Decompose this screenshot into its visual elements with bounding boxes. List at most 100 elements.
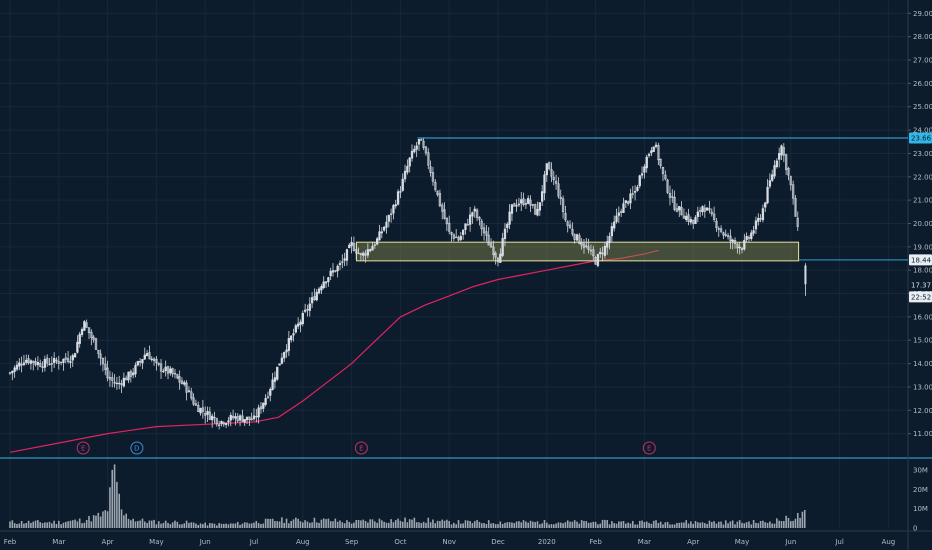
volume-bar [748, 521, 750, 528]
volume-tick-label: 30M [913, 466, 928, 474]
candle-body [785, 154, 788, 170]
volume-bar [99, 516, 102, 528]
volume-bar [801, 511, 804, 528]
price-tick-label: 20.00 [913, 220, 932, 228]
volume-bar [664, 522, 667, 528]
volume-bar [192, 522, 195, 528]
volume-bar [11, 520, 14, 528]
volume-bar [613, 523, 615, 528]
volume-bar [171, 522, 174, 528]
volume-bar [692, 523, 694, 528]
volume-bar [525, 521, 527, 528]
candle-body [643, 166, 646, 173]
volume-bar [85, 519, 88, 528]
volume-bar [260, 523, 262, 528]
candle-body [413, 148, 416, 153]
candle-body [473, 208, 476, 212]
volume-bar [776, 518, 778, 528]
candle-body [150, 358, 153, 361]
candle-body [387, 215, 390, 222]
volume-bar [504, 522, 506, 528]
volume-bar [90, 521, 93, 528]
candle-body [36, 362, 40, 366]
candle-body [34, 361, 37, 365]
candle-body [499, 253, 502, 263]
candle-body [699, 210, 702, 212]
candle-body [513, 203, 516, 207]
volume-axis[interactable]: 30M 20M 10M 0 [913, 466, 928, 532]
event-marker-label: D [134, 445, 139, 453]
time-tick-label: Feb [4, 538, 17, 546]
volume-bar [648, 522, 650, 528]
candle-body [448, 222, 451, 232]
volume-bar [211, 523, 213, 528]
candle-body [452, 234, 455, 239]
candle-body [664, 174, 667, 180]
volume-bar [629, 523, 632, 528]
candle-body [15, 364, 19, 370]
candle-body [145, 353, 149, 357]
candle-body [50, 363, 53, 365]
volume-bar [580, 520, 583, 528]
volume-bar [466, 520, 469, 528]
candle-body [480, 220, 483, 230]
candle-body [106, 367, 109, 379]
volume-bar [357, 519, 360, 528]
volume-bar [202, 524, 204, 528]
volume-bar [794, 518, 797, 528]
candle-body [743, 239, 746, 250]
volume-bar [250, 523, 253, 528]
volume-bar [683, 522, 685, 528]
candle-body [424, 146, 428, 154]
candle-body [204, 413, 207, 416]
candle-body [789, 176, 792, 186]
candle-body [352, 242, 356, 251]
candle-body [668, 193, 672, 198]
candle-body [322, 281, 325, 289]
volume-bar [185, 520, 188, 528]
candle-body [164, 366, 167, 371]
volume-layer [9, 464, 806, 528]
candle-body [571, 228, 574, 235]
time-axis[interactable]: Feb Mar Apr May Jun Jul Aug Sep Oct Nov Dec 2020 Feb… [4, 538, 895, 546]
volume-bar [197, 524, 200, 528]
support-zone-layer [355, 241, 800, 262]
volume-bar [209, 523, 211, 528]
volume-bar [690, 521, 692, 528]
candle-body [392, 205, 395, 214]
volume-bar [508, 522, 511, 528]
candle-body [575, 234, 579, 241]
volume-bar [304, 520, 306, 528]
time-tick-label: Jul [834, 538, 844, 546]
volume-bar [406, 522, 409, 528]
volume-bar [367, 522, 369, 528]
candle-body [678, 206, 681, 211]
volume-bar [376, 522, 378, 528]
volume-bar [295, 517, 297, 528]
candle-body [224, 422, 228, 425]
volume-bar [297, 518, 299, 528]
volume-tick-label: 0 [913, 525, 917, 533]
volume-bar [34, 520, 37, 528]
candle-body [292, 333, 295, 336]
candle-body [252, 415, 256, 420]
volume-bar [278, 521, 281, 528]
candle-body [773, 165, 776, 177]
candle-body [378, 231, 381, 241]
candle-body [431, 172, 435, 182]
volume-bar [443, 520, 446, 528]
volume-bar [539, 524, 541, 528]
price-tick-label: 26.00 [913, 80, 932, 88]
candle-body [234, 416, 237, 419]
volume-bar [532, 521, 534, 528]
price-axis[interactable]: 29.00 28.00 27.00 26.00 25.00 24.00 23.00 22.00… [908, 10, 932, 438]
candle-body [190, 391, 193, 399]
volume-bar [92, 515, 95, 528]
candle-body [364, 253, 367, 256]
volume-bar [734, 524, 736, 528]
volume-bar [76, 521, 79, 528]
volume-bar [694, 521, 697, 528]
candle-body [659, 159, 662, 167]
volume-bar [448, 521, 450, 528]
